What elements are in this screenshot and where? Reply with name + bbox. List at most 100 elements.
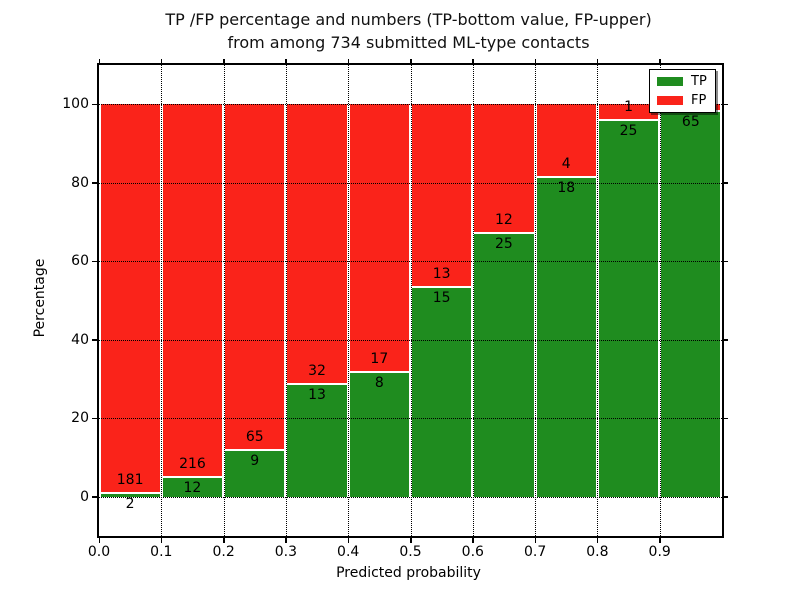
x-tick-mark-top [472, 59, 474, 63]
x-tick-label: 0.5 [399, 544, 422, 560]
tp-count-label: 65 [681, 114, 700, 131]
x-tick-mark-top [160, 59, 163, 63]
x-tick-mark [659, 538, 661, 543]
x-tick-mark [534, 538, 537, 543]
x-tick-mark-top [285, 59, 287, 63]
tp-count-label: 13 [308, 387, 326, 404]
tp-bar-segment [412, 286, 472, 497]
x-tick-mark [410, 538, 412, 543]
horizontal-gridline [99, 496, 722, 498]
chart-title-line2: from among 734 submitted ML-type contact… [227, 33, 590, 52]
x-tick-mark [347, 538, 350, 543]
x-tick-mark [160, 538, 163, 543]
legend-item: FP [657, 94, 707, 107]
x-tick-mark-top [534, 59, 537, 63]
vertical-gridline [535, 65, 537, 536]
tp-bar-segment [162, 476, 223, 497]
y-tick-mark [92, 182, 97, 184]
chart-title: TP /FP percentage and numbers (TP-bottom… [97, 8, 720, 54]
vertical-gridline [285, 65, 287, 536]
x-tick-label: 0.2 [212, 544, 235, 560]
y-tick-mark [92, 417, 97, 419]
fp-bar-segment [162, 104, 223, 477]
y-tick-label: 20 [71, 410, 89, 427]
tp-bar-segment [598, 119, 659, 497]
y-tick-mark-right [724, 182, 728, 184]
x-tick-label: 0.3 [274, 544, 298, 560]
y-tick-label: 0 [80, 488, 89, 505]
tp-count-label: 9 [250, 453, 260, 469]
vertical-gridline [410, 65, 412, 536]
tp-count-label: 12 [183, 480, 202, 497]
x-tick-label: 0.0 [87, 544, 111, 560]
y-axis-label: Percentage [32, 258, 48, 338]
x-tick-label: 0.4 [337, 544, 360, 560]
x-tick-label: 0.8 [586, 544, 609, 560]
tp-count-label: 2 [125, 496, 135, 513]
x-tick-mark [285, 538, 287, 543]
x-tick-label: 0.7 [523, 544, 547, 560]
horizontal-gridline [99, 182, 722, 184]
fp-bar-segment [349, 104, 409, 372]
x-tick-mark-top [347, 59, 350, 63]
y-tick-mark-right [724, 417, 728, 419]
x-tick-mark [98, 538, 100, 543]
fp-count-label: 216 [179, 456, 206, 473]
fp-bar-segment [287, 104, 347, 384]
x-tick-label: 0.6 [461, 544, 484, 560]
legend-item-label: TP [691, 74, 707, 89]
fp-bar-segment [412, 104, 472, 287]
y-tick-mark-right [724, 339, 728, 341]
tp-bar-segment [100, 492, 160, 497]
fp-count-label: 1 [624, 99, 634, 116]
tp-bar-segment [287, 383, 347, 497]
vertical-gridline [659, 65, 661, 536]
plot-area: 0.0 0.1 0.2 0.3 0.4 0.5 0.6 0.7 0.8 0.9 0 20 40 60 80 1… [62, 59, 728, 560]
y-tick-mark-right [724, 103, 728, 105]
tp-bar-segment [225, 449, 285, 497]
x-tick-mark-top [410, 59, 412, 63]
fp-count-label: 4 [561, 155, 571, 172]
tp-bar-segment [349, 371, 409, 497]
y-tick-mark [92, 339, 97, 341]
y-tick-mark [92, 260, 97, 262]
x-tick-label: 0.9 [648, 544, 671, 560]
fp-count-label: 13 [432, 266, 451, 283]
tp-count-label: 15 [432, 290, 451, 307]
horizontal-gridline [99, 418, 722, 420]
fp-bar-segment [474, 104, 534, 232]
x-axis-label: Predicted probability [336, 565, 481, 581]
fp-bar-segment [225, 104, 285, 449]
fp-count-label: 65 [245, 429, 264, 445]
legend: TP FP [649, 69, 716, 113]
tp-bar-segment [474, 231, 534, 497]
y-tick-mark-right [724, 496, 728, 498]
y-tick-mark [92, 496, 97, 498]
vertical-gridline [161, 65, 163, 536]
y-tick-label: 40 [71, 331, 89, 348]
x-tick-mark [472, 538, 474, 543]
fp-count-label: 32 [308, 363, 326, 380]
legend-item: TP [657, 75, 707, 88]
vertical-gridline [223, 65, 225, 536]
y-tick-label: 80 [71, 174, 89, 191]
chart-title-line1: TP /FP percentage and numbers (TP-bottom… [165, 10, 652, 29]
y-tick-label: 60 [71, 253, 89, 270]
tp-legend-swatch [657, 77, 683, 86]
tp-count-label: 25 [619, 123, 638, 140]
y-tick-label: 100 [62, 96, 89, 113]
fp-legend-swatch [657, 96, 683, 105]
horizontal-gridline [99, 339, 722, 341]
tp-count-label: 18 [557, 179, 576, 196]
fp-count-label: 181 [116, 472, 144, 489]
tp-bar-segment [661, 110, 721, 497]
tp-bar-segment [536, 175, 596, 497]
tp-count-label: 25 [495, 235, 513, 252]
y-tick-mark-right [724, 260, 728, 262]
x-tick-mark [596, 538, 599, 543]
x-tick-mark-top [223, 59, 225, 63]
x-tick-label: 0.1 [150, 544, 173, 560]
tp-count-label: 8 [374, 375, 384, 392]
fp-count-label: 12 [495, 211, 513, 228]
